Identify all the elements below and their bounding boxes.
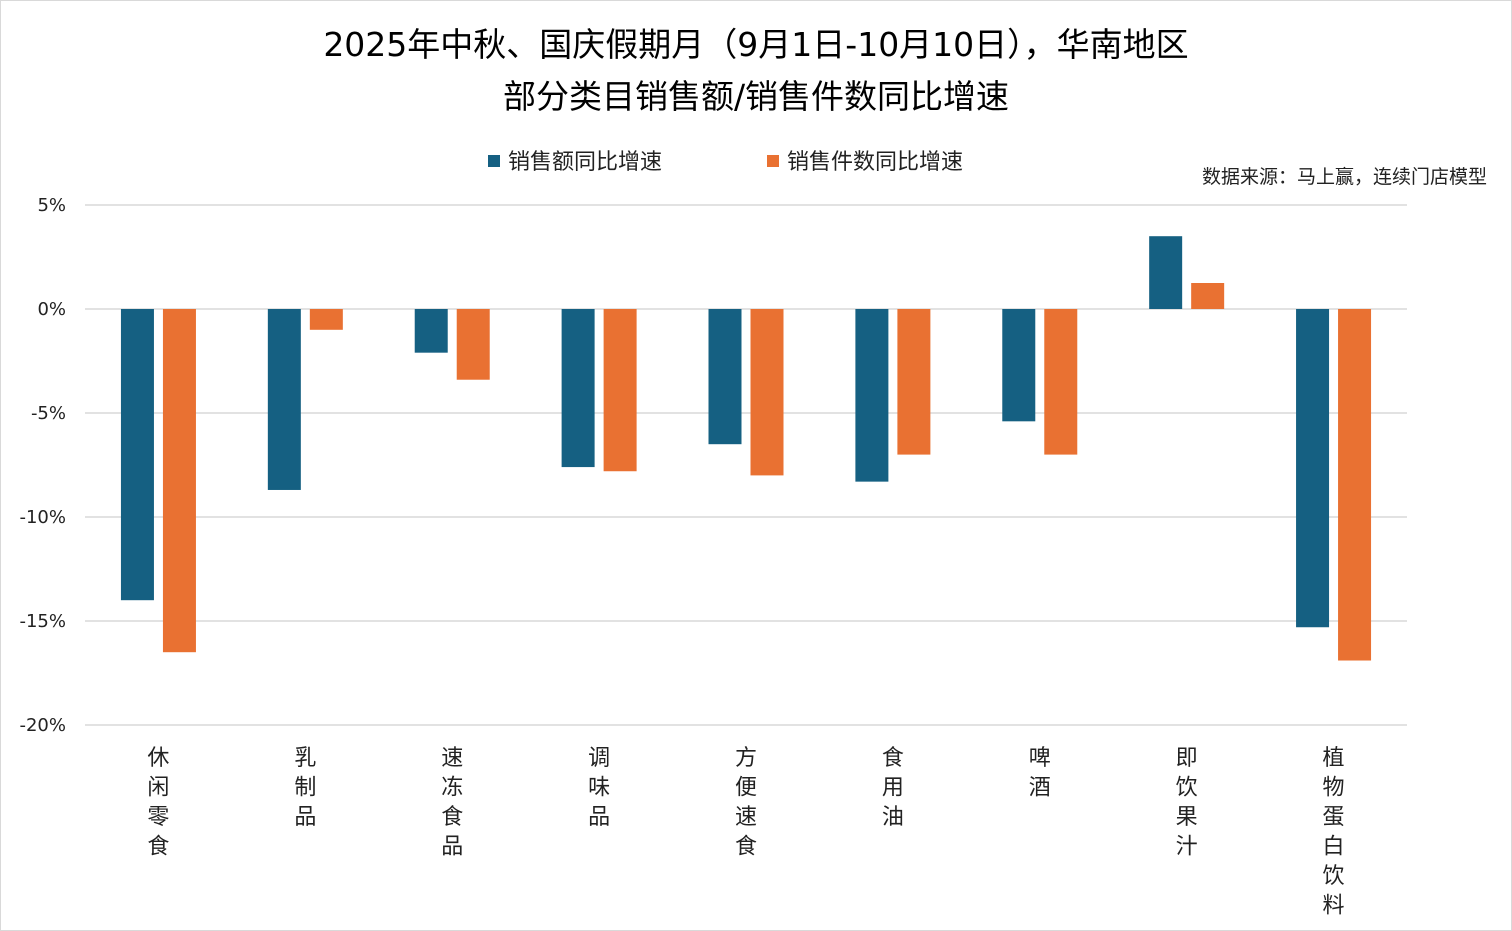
chart-title-line-2: 部分类目销售额/销售件数同比增速 [503, 77, 1009, 116]
source-note: 数据来源：马上赢，连续门店模型 [1202, 166, 1487, 188]
x-category-label: 即饮果汁 [1176, 746, 1198, 860]
bar-units [1044, 309, 1078, 455]
y-tick-label: 5% [37, 195, 66, 216]
y-tick-label: -5% [31, 403, 66, 424]
bar-units [603, 309, 637, 472]
legend-label-sales: 销售额同比增速 [508, 150, 662, 175]
bar-sales [1296, 309, 1330, 628]
x-category-label: 调味品 [588, 746, 610, 830]
bar-sales [708, 309, 742, 445]
bar-sales [1002, 309, 1036, 422]
legend: 销售额同比增速 销售件数同比增速 [488, 150, 963, 175]
x-category-label: 速冻食品 [441, 746, 463, 860]
x-category-label: 方便速食 [735, 746, 757, 860]
x-category-label: 食用油 [882, 746, 904, 830]
bar-sales [120, 309, 154, 601]
y-tick-label: -10% [19, 507, 66, 528]
legend-swatch-units [767, 155, 779, 167]
bar-units [1338, 309, 1372, 661]
x-category-label: 乳制品 [294, 746, 316, 830]
y-tick-label: -20% [19, 715, 66, 736]
bar-units [750, 309, 784, 476]
bar-units [1191, 283, 1225, 309]
x-category-label: 休闲零食 [147, 746, 169, 860]
chart-title-line-1: 2025年中秋、国庆假期月（9月1日-10月10日），华南地区 [323, 25, 1188, 64]
bar-sales [414, 309, 448, 353]
y-tick-label: 0% [37, 299, 66, 320]
bar-sales [1149, 236, 1183, 309]
bar-sales [267, 309, 301, 490]
y-tick-label: -15% [19, 611, 66, 632]
bar-sales [561, 309, 595, 468]
bar-sales [855, 309, 889, 482]
bar-units [162, 309, 196, 653]
bar-units [309, 309, 343, 330]
legend-swatch-sales [488, 155, 500, 167]
legend-label-units: 销售件数同比增速 [787, 150, 963, 175]
bar-units [897, 309, 931, 455]
x-category-label: 植物蛋白饮料 [1323, 746, 1345, 919]
x-category-label: 啤酒 [1029, 746, 1051, 801]
bar-units [456, 309, 490, 380]
